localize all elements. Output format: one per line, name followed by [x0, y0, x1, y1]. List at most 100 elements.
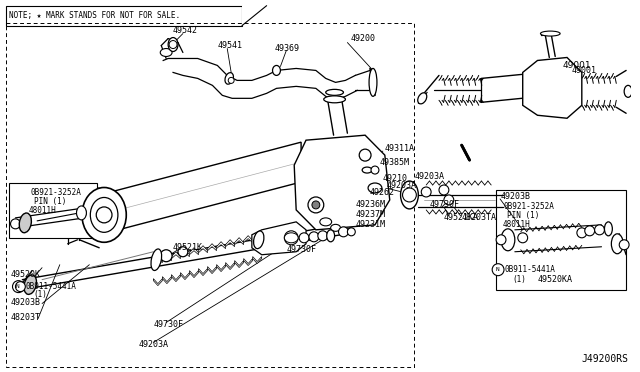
Polygon shape — [216, 242, 225, 248]
Ellipse shape — [284, 233, 298, 243]
Text: 0B921-3252A: 0B921-3252A — [503, 202, 554, 211]
Circle shape — [496, 235, 506, 245]
Polygon shape — [207, 244, 216, 251]
Text: 0B921-3252A: 0B921-3252A — [30, 189, 81, 198]
Ellipse shape — [369, 68, 377, 96]
Polygon shape — [523, 58, 582, 118]
Circle shape — [169, 41, 177, 48]
Polygon shape — [189, 270, 198, 278]
Circle shape — [620, 240, 629, 250]
Text: 49001: 49001 — [572, 66, 597, 75]
Text: 49237M: 49237M — [355, 211, 385, 219]
Text: 48011H: 48011H — [503, 220, 531, 230]
Text: 49730F: 49730F — [429, 201, 459, 209]
Ellipse shape — [253, 231, 264, 248]
Text: 49730F: 49730F — [286, 245, 316, 254]
Text: 49231M: 49231M — [355, 220, 385, 230]
Polygon shape — [252, 222, 306, 255]
Text: 49203B: 49203B — [501, 192, 531, 202]
Circle shape — [96, 207, 112, 223]
Polygon shape — [163, 254, 172, 261]
Polygon shape — [216, 264, 225, 272]
Text: (1): (1) — [513, 275, 527, 284]
Polygon shape — [154, 256, 163, 263]
Bar — [8, 183, 97, 238]
Ellipse shape — [320, 218, 332, 226]
Polygon shape — [207, 267, 216, 273]
Ellipse shape — [168, 38, 178, 51]
Circle shape — [308, 197, 324, 213]
Polygon shape — [198, 269, 207, 276]
Circle shape — [359, 149, 371, 161]
Text: PIN (1): PIN (1) — [507, 211, 540, 220]
Ellipse shape — [273, 65, 280, 76]
Text: (1): (1) — [33, 290, 47, 299]
Circle shape — [348, 228, 355, 236]
Text: 49236M: 49236M — [355, 201, 385, 209]
Text: 49520K: 49520K — [10, 270, 40, 279]
Polygon shape — [99, 142, 301, 235]
Circle shape — [439, 185, 449, 195]
Polygon shape — [163, 277, 172, 283]
Circle shape — [10, 219, 20, 229]
Text: 48011H: 48011H — [28, 206, 56, 215]
Text: 49262: 49262 — [370, 189, 395, 198]
Circle shape — [160, 250, 172, 262]
Text: 0B911-5441A: 0B911-5441A — [26, 282, 76, 291]
Circle shape — [178, 247, 188, 257]
Polygon shape — [235, 260, 244, 267]
Text: 49203A: 49203A — [414, 171, 444, 180]
Text: 48203T: 48203T — [10, 313, 40, 322]
Text: N: N — [495, 267, 499, 272]
Circle shape — [518, 233, 527, 243]
Circle shape — [299, 233, 309, 243]
Ellipse shape — [326, 230, 335, 242]
Circle shape — [577, 228, 587, 238]
Text: 49203B: 49203B — [10, 298, 40, 307]
Ellipse shape — [362, 167, 372, 173]
Text: J49200RS: J49200RS — [582, 355, 629, 364]
Polygon shape — [294, 135, 390, 230]
Ellipse shape — [326, 89, 344, 95]
Ellipse shape — [368, 183, 382, 193]
Text: 49542: 49542 — [173, 26, 198, 35]
Polygon shape — [180, 273, 189, 280]
Bar — [496, 190, 626, 290]
Text: 49311A: 49311A — [385, 144, 415, 153]
Polygon shape — [244, 259, 253, 266]
Bar — [6, 6, 242, 26]
Circle shape — [318, 231, 328, 241]
Ellipse shape — [90, 198, 118, 232]
Ellipse shape — [82, 187, 126, 242]
Polygon shape — [172, 252, 180, 259]
Polygon shape — [253, 257, 262, 263]
Text: 49385M: 49385M — [380, 158, 410, 167]
Circle shape — [585, 226, 595, 236]
Polygon shape — [242, 6, 267, 26]
Circle shape — [309, 232, 319, 242]
Circle shape — [15, 282, 26, 292]
Text: 49203A: 49203A — [139, 340, 168, 349]
Polygon shape — [225, 240, 235, 247]
Ellipse shape — [501, 229, 515, 251]
Polygon shape — [154, 279, 163, 286]
Circle shape — [312, 201, 320, 209]
Polygon shape — [189, 248, 198, 255]
Text: 48203TA: 48203TA — [461, 214, 497, 222]
Ellipse shape — [77, 206, 86, 220]
Text: NOTE; ★ MARK STANDS FOR NOT FOR SALE.: NOTE; ★ MARK STANDS FOR NOT FOR SALE. — [8, 11, 180, 20]
Circle shape — [284, 231, 298, 245]
Circle shape — [403, 188, 417, 202]
Ellipse shape — [151, 249, 162, 270]
Circle shape — [77, 208, 86, 218]
Polygon shape — [235, 238, 244, 245]
Polygon shape — [198, 246, 207, 253]
Circle shape — [595, 225, 604, 235]
Circle shape — [421, 187, 431, 197]
Circle shape — [339, 227, 348, 237]
Circle shape — [228, 77, 234, 83]
Ellipse shape — [604, 222, 612, 236]
Text: 49520KA: 49520KA — [538, 275, 573, 284]
Polygon shape — [253, 234, 262, 241]
Polygon shape — [244, 235, 253, 243]
